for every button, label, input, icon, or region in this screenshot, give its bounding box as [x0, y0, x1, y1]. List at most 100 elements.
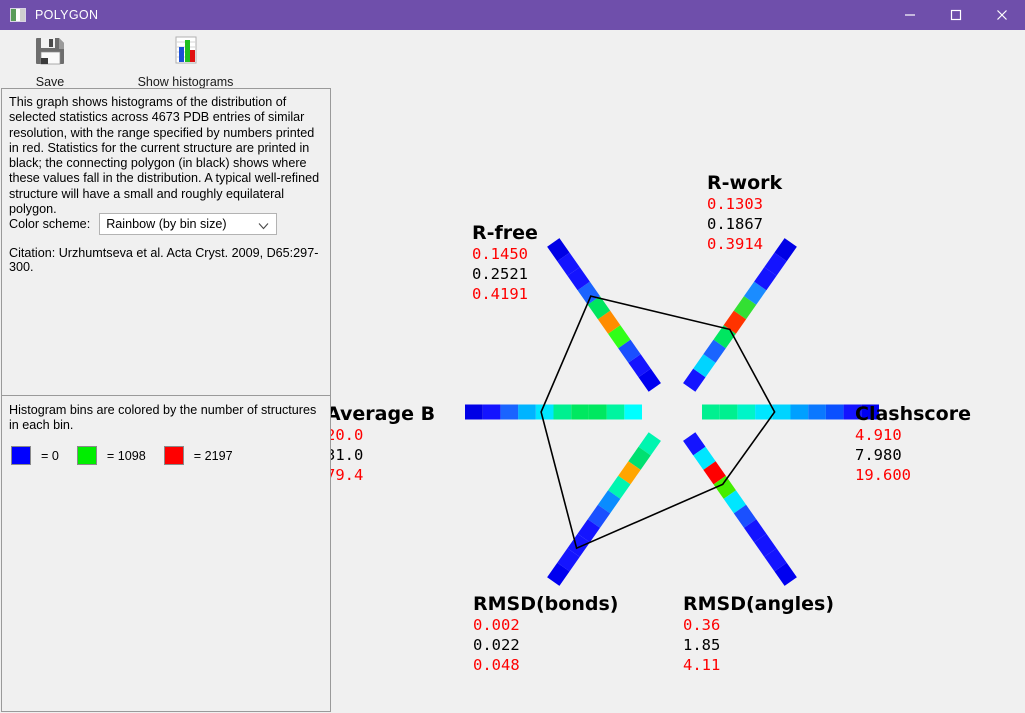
axis-value-min: 0.002 — [473, 616, 520, 634]
histogram-bin — [597, 490, 621, 514]
show-histograms-button-label: Show histograms — [137, 75, 234, 89]
axis-value-min: 20.0 — [331, 426, 364, 444]
legend-label-blue: = 0 — [41, 448, 59, 463]
histogram-bin — [843, 404, 862, 420]
histogram-bin — [547, 238, 570, 262]
axis-value-min: 4.910 — [855, 426, 902, 444]
histogram-bin — [608, 325, 631, 349]
axis-value-current: 1.85 — [683, 636, 721, 654]
toolbar: Save Show histograms — [0, 30, 1025, 89]
window-controls — [887, 0, 1025, 30]
legend-panel: Histogram bins are colored by the number… — [2, 395, 330, 711]
histogram-bin — [825, 404, 844, 420]
axis-value-max: 0.4191 — [472, 285, 528, 303]
axis-values: 0.1450 0.2521 0.4191 — [472, 244, 528, 304]
histogram-bin — [683, 368, 706, 392]
histogram-bin — [790, 404, 809, 420]
histogram-bin — [597, 310, 621, 334]
axis-value-min: 0.1303 — [707, 195, 763, 213]
histogram-bin — [608, 475, 631, 499]
histogram-bin — [557, 548, 580, 572]
histogram-bin — [628, 354, 651, 378]
legend-label-red: = 2197 — [193, 448, 233, 463]
structure-polygon — [540, 295, 776, 550]
axis-title: R-work — [707, 172, 783, 194]
axis-values: 0.002 0.022 0.048 — [473, 615, 520, 675]
histogram-bin — [587, 296, 611, 320]
axis-title: RMSD(bonds) — [473, 593, 619, 615]
histogram-bin — [774, 562, 797, 586]
histogram-bin — [733, 296, 757, 320]
axis-title: Average B — [331, 403, 436, 425]
histogram-bin — [588, 404, 607, 420]
histogram-bin — [774, 238, 797, 262]
save-button-label: Save — [35, 75, 65, 89]
legend-swatches: = 0 = 1098 = 2197 — [11, 446, 251, 465]
polygon-plot: R-free 0.1450 0.2521 0.4191 R-work 0.1303 0.18… — [331, 88, 1025, 713]
histogram-bin — [755, 404, 773, 420]
histogram-bin — [861, 404, 879, 420]
close-icon[interactable] — [979, 0, 1025, 30]
histogram-bin — [567, 267, 590, 291]
histogram-bin — [693, 446, 716, 470]
histogram-bin — [606, 404, 625, 420]
color-scheme-label: Color scheme: — [9, 217, 91, 231]
histogram-bin — [567, 533, 590, 557]
window-title: POLYGON — [35, 8, 99, 22]
histogram-bin — [719, 404, 738, 420]
show-histograms-button[interactable]: Show histograms — [123, 30, 248, 89]
histogram-bin — [723, 490, 747, 514]
histogram-bin — [587, 504, 611, 528]
histogram-bin — [683, 432, 706, 456]
histogram-bin — [743, 281, 767, 305]
info-panel: This graph shows histograms of the distr… — [1, 88, 331, 712]
floppy-disk-icon — [33, 33, 67, 72]
histogram-bin — [764, 548, 787, 572]
axis-title: RMSD(angles) — [683, 593, 835, 615]
histogram-bin — [553, 404, 572, 420]
histogram-bin — [743, 519, 767, 543]
axis-value-current: 0.2521 — [472, 265, 528, 283]
legend-swatch-red — [163, 446, 184, 465]
histogram-bin — [535, 404, 554, 420]
legend-swatch-green — [76, 446, 97, 465]
histogram-bin — [618, 461, 641, 485]
histogram-bin — [571, 404, 589, 420]
histogram-bin — [618, 339, 641, 363]
polygon-plot-svg — [465, 238, 879, 586]
histogram-bin — [764, 252, 787, 276]
histogram-bin — [737, 404, 756, 420]
minimize-icon[interactable] — [887, 0, 933, 30]
axis-title: Clashscore — [855, 403, 971, 425]
histogram-bin — [482, 404, 501, 420]
histogram-bin — [628, 446, 651, 470]
histogram-bin — [702, 404, 720, 420]
maximize-icon[interactable] — [933, 0, 979, 30]
histogram-bin — [703, 339, 726, 363]
histogram-bin — [624, 404, 642, 420]
color-scheme-row: Color scheme: Rainbow (by bin size) — [9, 213, 278, 235]
panel-description: This graph shows histograms of the distr… — [9, 95, 320, 217]
legend-entry-max: = 2197 — [163, 446, 251, 465]
legend-swatch-blue — [11, 446, 31, 465]
axis-title: R-free — [472, 222, 538, 244]
histogram-bin — [703, 461, 726, 485]
bar-chart-icon — [169, 33, 203, 72]
legend-entry-zero: = 0 — [11, 446, 77, 465]
legend-description: Histogram bins are colored by the number… — [9, 403, 317, 433]
save-button[interactable]: Save — [25, 30, 75, 89]
axis-value-current: 7.980 — [855, 446, 902, 464]
window-body: Save Show histograms — [0, 30, 1025, 713]
histogram-bin — [638, 432, 661, 456]
histogram-spokes — [465, 238, 879, 586]
color-scheme-select[interactable]: Rainbow (by bin size) — [99, 213, 278, 235]
axis-values: 0.1303 0.1867 0.3914 — [707, 194, 763, 254]
chevron-down-icon — [258, 220, 269, 234]
axis-value-max: 0.048 — [473, 656, 520, 674]
histogram-bin — [713, 475, 736, 499]
histogram-bin — [754, 533, 777, 557]
axis-value-max: 4.11 — [683, 656, 721, 674]
histogram-bin — [518, 404, 536, 420]
histogram-bin — [577, 519, 601, 543]
axis-values: 20.0 31.0 79.4 — [331, 425, 363, 485]
